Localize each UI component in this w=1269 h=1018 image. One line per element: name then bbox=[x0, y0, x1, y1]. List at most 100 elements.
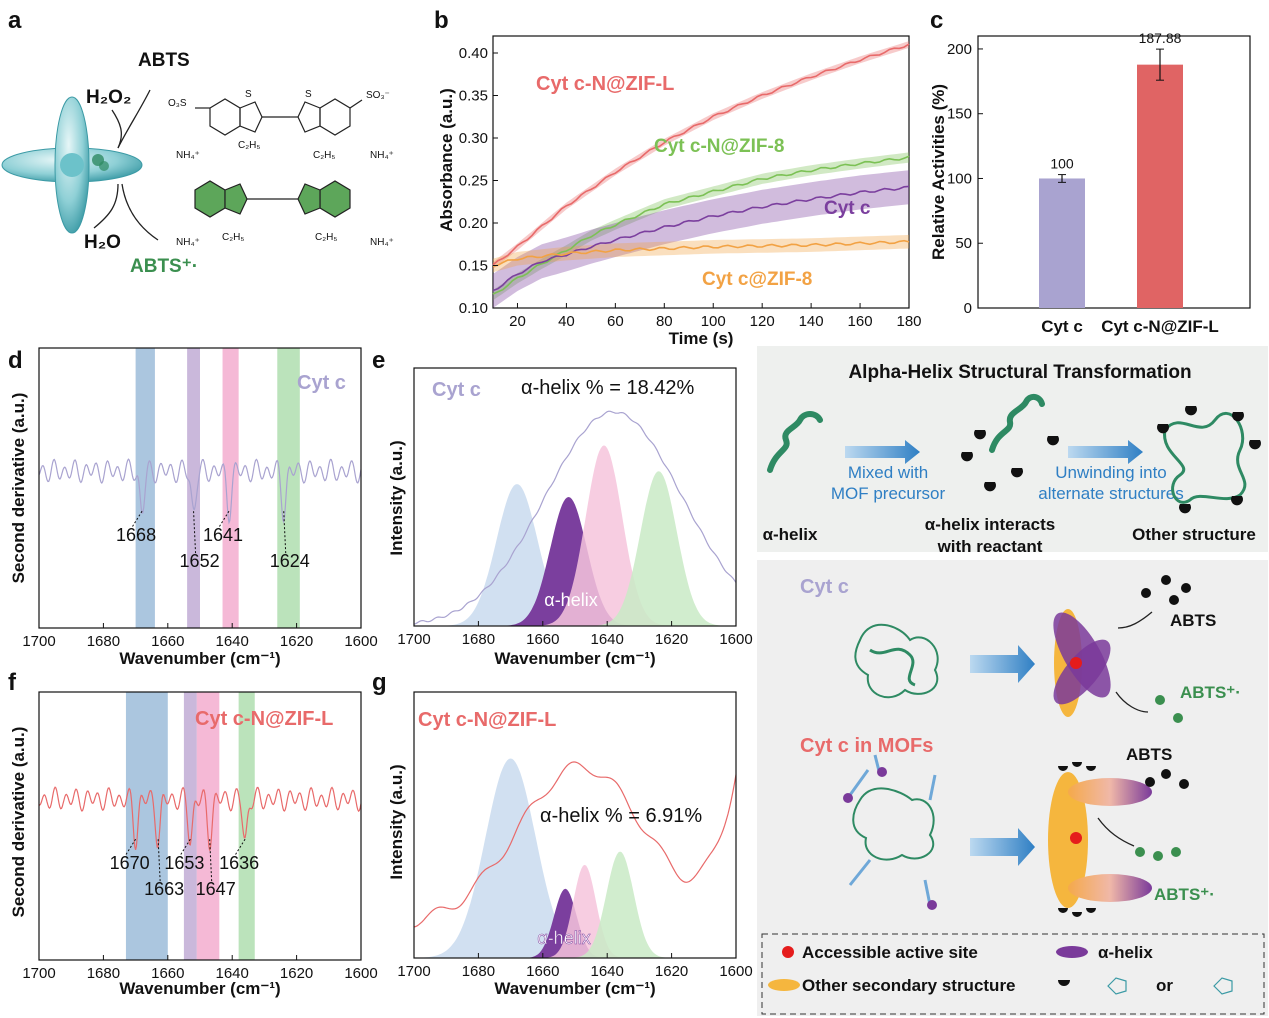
c2h5-bottom-left: C₂H₅ bbox=[222, 232, 244, 243]
nh4-top-right: NH₄⁺ bbox=[370, 150, 394, 161]
zn-nodes-icon bbox=[843, 767, 937, 910]
peak-label-1: 1663 bbox=[144, 879, 184, 899]
arrow-mof-icon bbox=[970, 828, 1035, 866]
bar-value-label-0: 100 bbox=[1050, 156, 1074, 172]
step2-label: Unwinding into bbox=[1055, 463, 1167, 482]
arrow-in-icon bbox=[117, 89, 151, 149]
mof-active-site-icon bbox=[1070, 832, 1082, 844]
highlight-band-0 bbox=[125, 692, 168, 960]
x-tick-label: 120 bbox=[750, 313, 775, 330]
x-tick-label: 1680 bbox=[87, 965, 120, 982]
chart-f-xlabel: Wavenumber (cm⁻¹) bbox=[119, 979, 280, 998]
peak-leader-1 bbox=[193, 511, 197, 554]
x-tick-label: 1600 bbox=[344, 633, 377, 650]
chart-c-frame bbox=[977, 35, 1251, 309]
peak-label-0: 1668 bbox=[116, 525, 156, 545]
chart-d-frame bbox=[38, 347, 362, 629]
chart-f-frame bbox=[38, 691, 362, 961]
y-tick-label: 0.30 bbox=[459, 130, 488, 147]
c2h5-top-right: C₂H₅ bbox=[313, 150, 335, 161]
x-tick-label: 1660 bbox=[526, 963, 559, 980]
x-tick-label: 20 bbox=[509, 313, 526, 330]
series-line-3 bbox=[492, 239, 910, 267]
chart-f-label: Cyt c-N@ZIF-L bbox=[195, 708, 333, 730]
label-cytc: Cyt c bbox=[800, 576, 849, 598]
peak-label-3: 1647 bbox=[196, 879, 236, 899]
x-tick-label: 1660 bbox=[151, 965, 184, 982]
chart-g-helix-label: α-helix bbox=[537, 928, 590, 948]
x-tick-label: 140 bbox=[799, 313, 824, 330]
active-site-icon bbox=[1070, 657, 1082, 669]
envelope-line bbox=[413, 761, 737, 928]
x-tick-label: 1700 bbox=[22, 633, 55, 650]
arrow-abts-rad-icon bbox=[121, 183, 159, 241]
panel-label-a: a bbox=[8, 7, 22, 34]
abts-label: ABTS bbox=[138, 50, 190, 71]
component-peak-0 bbox=[414, 758, 736, 958]
arrow-h2o2-icon bbox=[111, 109, 123, 149]
chart-f-ylabel: Second derivative (a.u.) bbox=[9, 727, 28, 918]
chart-c-cat-cytc: Cyt c bbox=[1041, 317, 1083, 336]
legend-helix-icon bbox=[1056, 946, 1088, 958]
zif-l-nanoflower-icon bbox=[1, 96, 143, 234]
x-tick-label: 1660 bbox=[151, 633, 184, 650]
peak-label-0: 1670 bbox=[110, 853, 150, 873]
peak-label-1: 1652 bbox=[180, 551, 220, 571]
panel-h-background bbox=[757, 346, 1268, 552]
series-band-3 bbox=[493, 234, 909, 273]
arrow-mix-icon bbox=[845, 440, 920, 464]
panel-label-c: c bbox=[930, 7, 943, 34]
highlight-band-2 bbox=[196, 692, 220, 960]
highlight-band-3 bbox=[277, 348, 300, 628]
bar-0 bbox=[1039, 178, 1085, 308]
chart-e-annotation: α-helix % = 18.42% bbox=[521, 377, 695, 399]
derivative-line bbox=[38, 458, 362, 525]
chart-d-xlabel: Wavenumber (cm⁻¹) bbox=[119, 649, 280, 668]
component-peak-2 bbox=[414, 864, 736, 958]
x-tick-label: 80 bbox=[656, 313, 673, 330]
chart-e-deconvolution: 1700 1680 1660 1640 1620 1600 Wavenumber (cm⁻… bbox=[387, 367, 753, 668]
nh4-bottom-right: NH₄⁺ bbox=[370, 237, 394, 248]
bar-value-label-1: 187.88 bbox=[1139, 30, 1182, 46]
y-tick-label: 0.15 bbox=[459, 258, 488, 275]
peak-label-2: 1641 bbox=[203, 525, 243, 545]
abts-molecule-structure bbox=[195, 98, 363, 136]
x-tick-label: 1620 bbox=[655, 631, 688, 648]
legend-ligand-icon bbox=[1058, 980, 1070, 986]
legend-other-label: Other secondary structure bbox=[802, 976, 1016, 995]
arrow-unwind-icon bbox=[1068, 440, 1143, 464]
h2o-label: H₂O bbox=[84, 232, 121, 253]
chart-c-cat-zifl: Cyt c-N@ZIF-L bbox=[1101, 317, 1219, 336]
component-peak-2 bbox=[414, 445, 736, 626]
cytc-protein-icon bbox=[854, 623, 939, 699]
y-tick-label: 0.20 bbox=[459, 215, 488, 232]
nh4-top-left: NH₄⁺ bbox=[176, 150, 200, 161]
y-tick-label: 200 bbox=[947, 41, 972, 58]
x-tick-label: 60 bbox=[607, 313, 624, 330]
legend-active-site-label: Accessible active site bbox=[802, 943, 978, 962]
arrow-h2o-icon bbox=[93, 183, 119, 229]
chart-b-frame bbox=[492, 35, 910, 309]
bound-ligands-icon bbox=[1157, 406, 1261, 514]
chart-g-annotation: α-helix % = 6.91% bbox=[540, 805, 702, 827]
chart-f-second-derivative: 1700 1680 1660 1640 1620 1600 1670 1663 1653 164… bbox=[9, 691, 378, 998]
legend-active-site-icon bbox=[782, 946, 794, 958]
chart-c-relative-activity: 100 187.88 0 50 100 150 200 Relative Activiti… bbox=[929, 30, 1251, 336]
chart-g-deconvolution: 1700 1680 1660 1640 1620 1600 Wavenumber (cm⁻… bbox=[387, 691, 753, 998]
y-tick-label: 0.25 bbox=[459, 173, 488, 190]
cytc-mof-protein-icon bbox=[852, 787, 935, 861]
label-abts-rad-2: ABTS⁺· bbox=[1154, 885, 1215, 904]
legend-helix-label: α-helix bbox=[1098, 943, 1153, 962]
x-tick-label: 1620 bbox=[280, 633, 313, 650]
legend-other-icon bbox=[768, 979, 800, 991]
abts-radical-label: ABTS⁺· bbox=[130, 256, 198, 277]
peak-leader-2 bbox=[218, 510, 230, 528]
panel-h-helix-transformation: Alpha-Helix Structural Transformation Mi… bbox=[757, 346, 1268, 556]
mof-abts-dots-icon bbox=[1145, 769, 1189, 789]
panel-label-e: e bbox=[372, 347, 385, 374]
legend-or-label: or bbox=[1156, 976, 1173, 995]
panel-a-scheme: ABTS H₂O₂ H₂O ABTS⁺· O₃S SO₃⁻ S S C₂H₅ C… bbox=[1, 50, 394, 277]
mof-ligands-icon bbox=[1058, 762, 1096, 917]
chart-e-xlabel: Wavenumber (cm⁻¹) bbox=[494, 649, 655, 668]
